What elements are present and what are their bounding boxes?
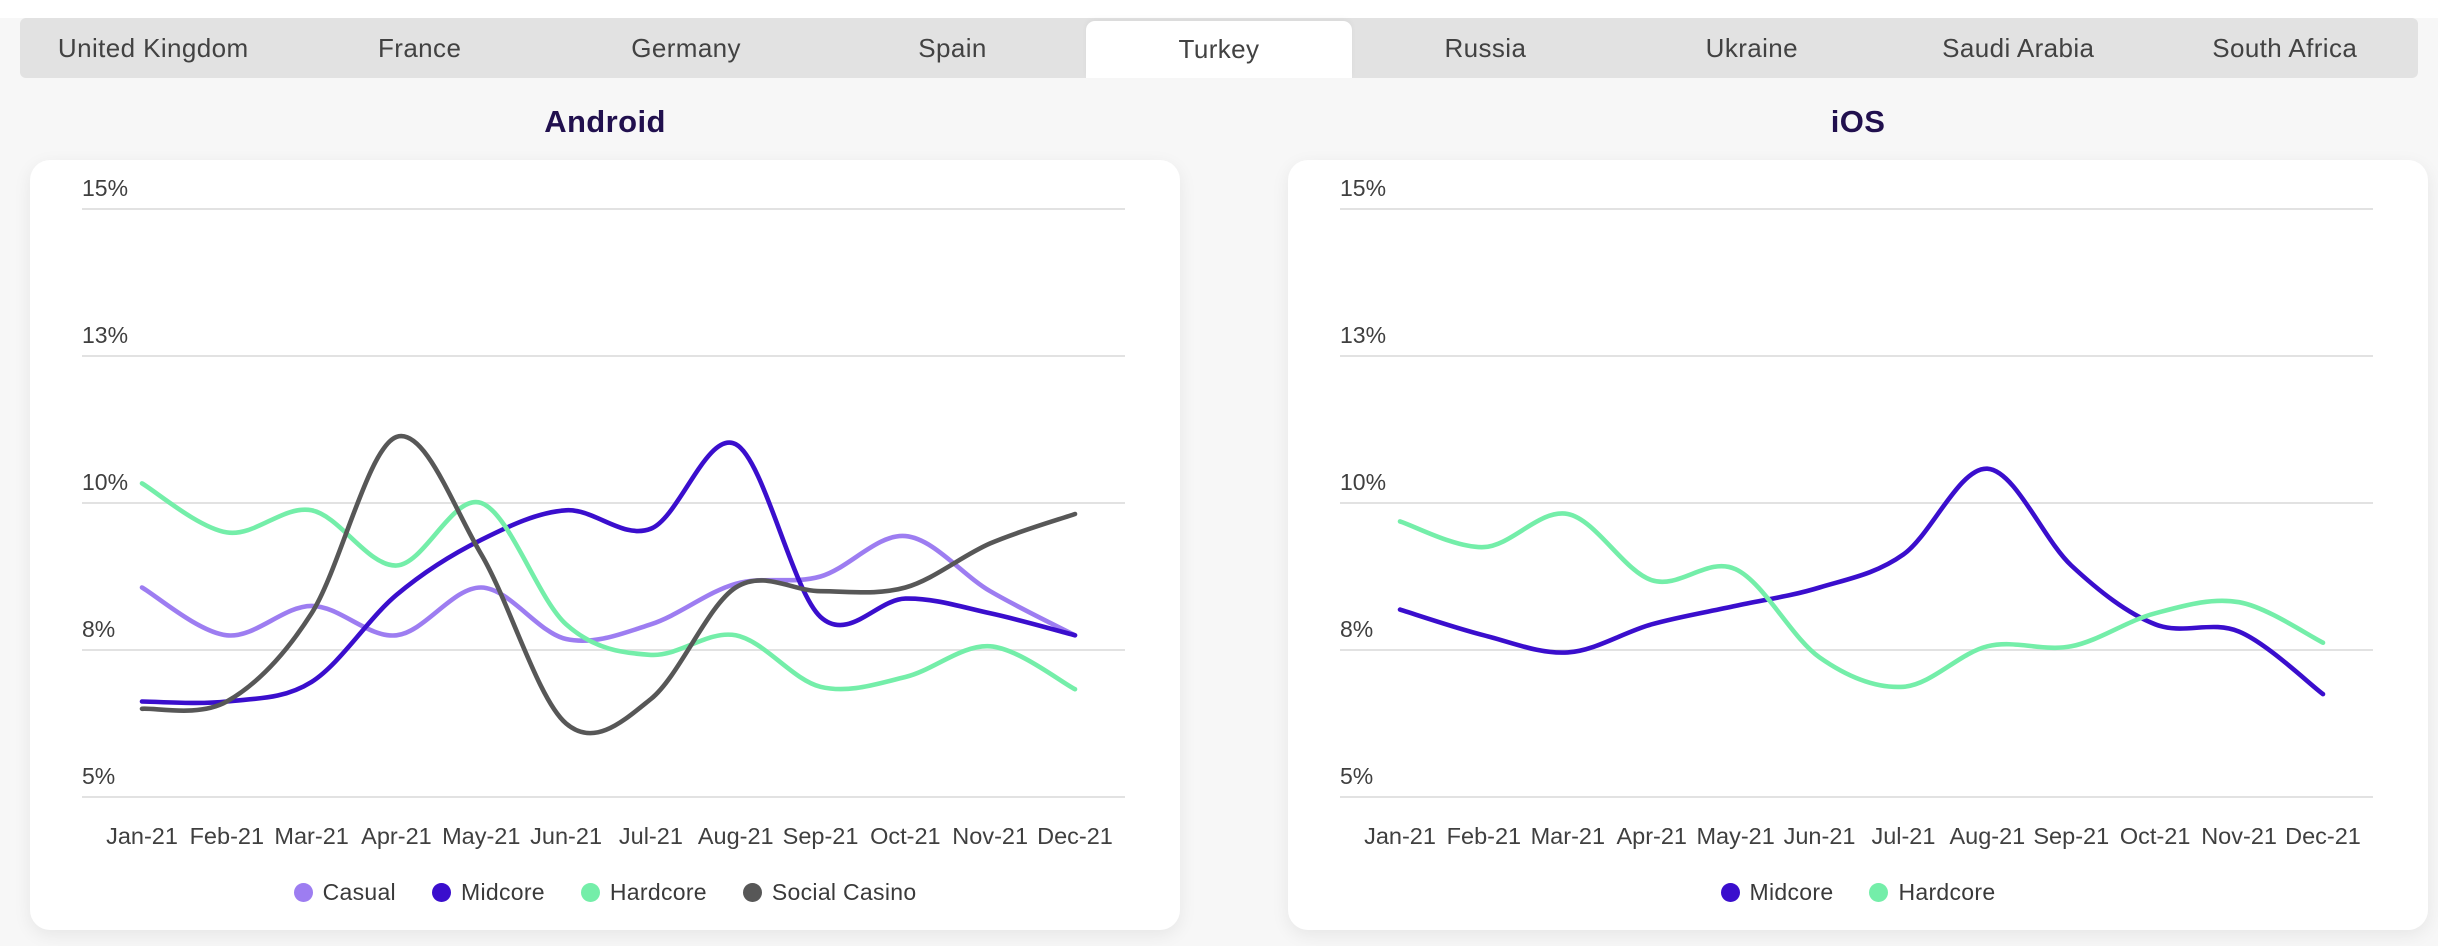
x-tick-label: Feb-21 bbox=[1447, 823, 1521, 849]
android-chart-panel: 15% 13% 10% 8% 5% Jan-21 Feb-21 Mar-21 Apr-21 May… bbox=[30, 160, 1180, 930]
y-tick-label: 15% bbox=[82, 175, 128, 201]
android-chart-column: Android 15% 13% 10% 8% 5% Jan-21 Feb-21 Mar-21 A… bbox=[30, 78, 1180, 930]
page-top-margin bbox=[0, 0, 2438, 18]
x-tick-label: Jul-21 bbox=[1871, 823, 1935, 849]
x-tick-label: Nov-21 bbox=[952, 823, 1028, 849]
legend-dot-midcore bbox=[1720, 883, 1740, 902]
tab-germany[interactable]: Germany bbox=[631, 32, 741, 63]
x-tick-label: Sep-21 bbox=[783, 823, 859, 849]
legend-dot-hardcore bbox=[580, 883, 600, 902]
y-tick-label: 5% bbox=[82, 763, 115, 789]
series-line-hardcore bbox=[1397, 511, 2326, 690]
x-tick-label: Jun-21 bbox=[530, 823, 602, 849]
x-tick-label: Jan-21 bbox=[106, 823, 178, 849]
legend-label: Hardcore bbox=[609, 879, 707, 905]
legend-label: Midcore bbox=[1749, 879, 1834, 905]
legend-label: Hardcore bbox=[1898, 879, 1996, 905]
x-tick-label: Sep-21 bbox=[2033, 823, 2109, 849]
ios-chart-legend: Midcore Hardcore bbox=[1288, 879, 2428, 906]
y-tick-label: 10% bbox=[82, 469, 128, 495]
y-tick-label: 8% bbox=[1340, 616, 1373, 642]
tab-russia[interactable]: Russia bbox=[1444, 32, 1527, 63]
country-tabbar: United Kingdom France Germany Spain Turkey Ru… bbox=[20, 18, 2418, 78]
android-chart-title: Android bbox=[544, 104, 666, 139]
series-line-midcore bbox=[1397, 466, 2326, 697]
android-chart: 15% 13% 10% 8% 5% Jan-21 Feb-21 Mar-21 Apr-21 May… bbox=[82, 175, 1125, 849]
y-tick-label: 15% bbox=[1340, 175, 1386, 201]
ios-chart: 15% 13% 10% 8% 5% Jan-21 Feb-21 Mar-21 Apr-21 May… bbox=[1340, 175, 2373, 849]
tab-south-africa[interactable]: South Africa bbox=[2212, 32, 2358, 63]
legend-item-midcore[interactable]: Midcore bbox=[1720, 879, 1834, 906]
x-tick-label: Jan-21 bbox=[1364, 823, 1436, 849]
tab-saudi-arabia[interactable]: Saudi Arabia bbox=[1942, 32, 2095, 63]
x-tick-label: Jul-21 bbox=[619, 823, 683, 849]
tab-ukraine[interactable]: Ukraine bbox=[1705, 32, 1799, 63]
x-tick-label: Mar-21 bbox=[1531, 823, 1605, 849]
x-tick-label: May-21 bbox=[1696, 823, 1774, 849]
series-line-social-casino bbox=[139, 433, 1078, 736]
x-tick-label: Feb-21 bbox=[190, 823, 264, 849]
legend-item-hardcore[interactable]: Hardcore bbox=[580, 879, 707, 906]
y-tick-label: 10% bbox=[1340, 469, 1386, 495]
x-tick-label: Jun-21 bbox=[1784, 823, 1856, 849]
x-tick-label: Oct-21 bbox=[870, 823, 941, 849]
x-tick-label: Apr-21 bbox=[361, 823, 432, 849]
x-tick-label: Dec-21 bbox=[1037, 823, 1113, 849]
x-tick-label: Oct-21 bbox=[2120, 823, 2191, 849]
x-tick-label: May-21 bbox=[442, 823, 520, 849]
legend-item-casual[interactable]: Casual bbox=[293, 879, 396, 906]
legend-item-social-casino[interactable]: Social Casino bbox=[742, 879, 917, 906]
x-tick-label: Aug-21 bbox=[698, 823, 774, 849]
legend-dot-midcore bbox=[431, 883, 451, 902]
legend-dot-social-casino bbox=[742, 883, 762, 902]
y-tick-label: 5% bbox=[1340, 763, 1373, 789]
tab-spain[interactable]: Spain bbox=[918, 32, 987, 63]
legend-label: Social Casino bbox=[771, 879, 917, 905]
legend-item-midcore[interactable]: Midcore bbox=[431, 879, 545, 906]
tab-turkey[interactable]: Turkey bbox=[1085, 21, 1353, 78]
tab-france[interactable]: France bbox=[377, 32, 462, 63]
y-tick-label: 13% bbox=[1340, 322, 1386, 348]
ios-chart-panel: 15% 13% 10% 8% 5% Jan-21 Feb-21 Mar-21 Apr-21 May… bbox=[1288, 160, 2428, 930]
legend-label: Casual bbox=[322, 879, 396, 905]
x-tick-label: Apr-21 bbox=[1616, 823, 1687, 849]
android-chart-legend: Casual Midcore Hardcore Social Casino bbox=[30, 879, 1180, 906]
tab-united-kingdom[interactable]: United Kingdom bbox=[57, 32, 249, 63]
y-tick-label: 8% bbox=[82, 616, 115, 642]
x-tick-label: Mar-21 bbox=[274, 823, 348, 849]
ios-chart-title: iOS bbox=[1830, 104, 1886, 139]
legend-dot-casual bbox=[293, 883, 313, 902]
x-tick-label: Nov-21 bbox=[2201, 823, 2277, 849]
x-tick-label: Dec-21 bbox=[2285, 823, 2361, 849]
series-line-casual bbox=[139, 533, 1078, 643]
ios-chart-column: iOS 15% 13% 10% 8% 5% Jan-21 Feb-21 Mar-21 Apr-2… bbox=[1288, 78, 2428, 930]
charts-row: Android 15% 13% 10% 8% 5% Jan-21 Feb-21 Mar-21 A… bbox=[0, 78, 2438, 930]
legend-dot-hardcore bbox=[1869, 883, 1889, 902]
legend-item-hardcore[interactable]: Hardcore bbox=[1869, 879, 1995, 906]
series-line-midcore bbox=[139, 440, 1078, 706]
x-tick-label: Aug-21 bbox=[1949, 823, 2025, 849]
y-tick-label: 13% bbox=[82, 322, 128, 348]
series-line-hardcore bbox=[139, 481, 1078, 692]
legend-label: Midcore bbox=[460, 879, 545, 905]
